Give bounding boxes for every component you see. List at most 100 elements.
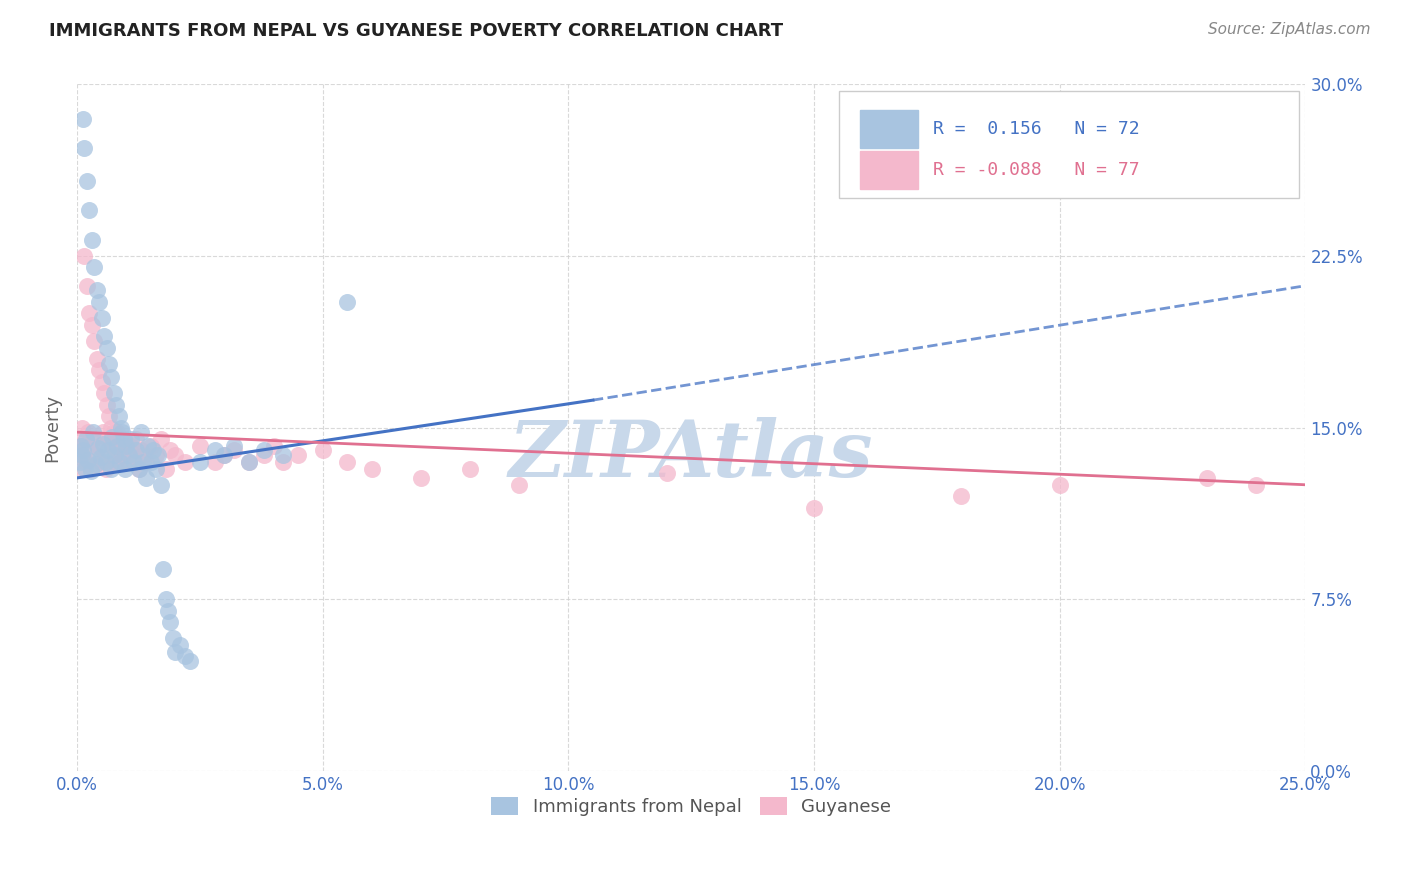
Point	[273, 448, 295, 462]
Point	[82, 432, 104, 446]
Point	[253, 443, 276, 458]
Point	[129, 443, 152, 458]
Point	[90, 310, 112, 325]
Legend: Immigrants from Nepal, Guyanese: Immigrants from Nepal, Guyanese	[484, 789, 898, 823]
Point	[224, 443, 246, 458]
Point	[94, 455, 117, 469]
Text: ZIPAtlas: ZIPAtlas	[509, 417, 873, 493]
Point	[111, 448, 134, 462]
Point	[458, 461, 481, 475]
Text: R = -0.088   N = 77: R = -0.088 N = 77	[934, 161, 1140, 179]
Point	[70, 448, 93, 462]
Point	[83, 334, 105, 348]
Point	[159, 443, 181, 458]
Point	[89, 363, 111, 377]
Point	[90, 375, 112, 389]
Point	[100, 461, 122, 475]
Point	[103, 386, 125, 401]
Point	[110, 420, 132, 434]
Point	[80, 318, 103, 332]
Point	[238, 455, 260, 469]
Point	[75, 461, 97, 475]
Point	[128, 461, 150, 475]
Point	[253, 448, 276, 462]
Point	[312, 443, 335, 458]
Point	[156, 603, 179, 617]
Point	[84, 457, 107, 471]
Point	[409, 471, 432, 485]
Point	[69, 439, 91, 453]
Point	[508, 477, 530, 491]
Text: Source: ZipAtlas.com: Source: ZipAtlas.com	[1208, 22, 1371, 37]
Point	[950, 489, 973, 503]
Text: R =  0.156   N = 72: R = 0.156 N = 72	[934, 120, 1140, 138]
Point	[72, 112, 94, 126]
Point	[114, 461, 136, 475]
Point	[174, 649, 197, 664]
Point	[91, 425, 114, 439]
Point	[145, 461, 167, 475]
Point	[90, 450, 112, 465]
Point	[188, 455, 211, 469]
Point	[70, 439, 93, 453]
Point	[105, 398, 128, 412]
FancyBboxPatch shape	[838, 91, 1299, 198]
Point	[70, 448, 93, 462]
Point	[238, 455, 260, 469]
Point	[104, 455, 127, 469]
Point	[80, 233, 103, 247]
Point	[84, 448, 107, 462]
Point	[118, 448, 141, 462]
Point	[115, 439, 138, 453]
Point	[103, 425, 125, 439]
Point	[72, 461, 94, 475]
Point	[159, 615, 181, 629]
Point	[94, 461, 117, 475]
Point	[112, 432, 135, 446]
Point	[273, 455, 295, 469]
Point	[1197, 471, 1219, 485]
Point	[96, 432, 118, 446]
Point	[89, 294, 111, 309]
Point	[77, 425, 100, 439]
Point	[145, 448, 167, 462]
Point	[125, 432, 148, 446]
Y-axis label: Poverty: Poverty	[44, 393, 60, 462]
Point	[105, 439, 128, 453]
Point	[110, 455, 132, 469]
Point	[96, 341, 118, 355]
Point	[108, 439, 131, 453]
Point	[188, 439, 211, 453]
Point	[132, 455, 155, 469]
Bar	[859, 152, 918, 189]
Point	[79, 203, 101, 218]
Point	[82, 425, 104, 439]
Point	[69, 455, 91, 469]
Point	[75, 455, 97, 469]
Point	[122, 448, 145, 462]
Point	[152, 562, 174, 576]
Point	[135, 471, 157, 485]
Point	[214, 448, 236, 462]
Point	[139, 455, 162, 469]
Point	[87, 441, 110, 455]
Point	[73, 141, 96, 155]
Point	[162, 631, 184, 645]
Point	[135, 455, 157, 469]
Point	[75, 443, 97, 458]
Point	[105, 425, 128, 439]
Point	[108, 409, 131, 424]
Point	[165, 448, 187, 462]
Point	[96, 443, 118, 458]
Bar	[859, 111, 918, 148]
Point	[105, 432, 128, 446]
Point	[104, 448, 127, 462]
Point	[80, 464, 103, 478]
Point	[146, 448, 169, 462]
Point	[79, 306, 101, 320]
Point	[155, 461, 177, 475]
Point	[86, 283, 108, 297]
Point	[128, 461, 150, 475]
Point	[204, 443, 226, 458]
Point	[1246, 477, 1268, 491]
